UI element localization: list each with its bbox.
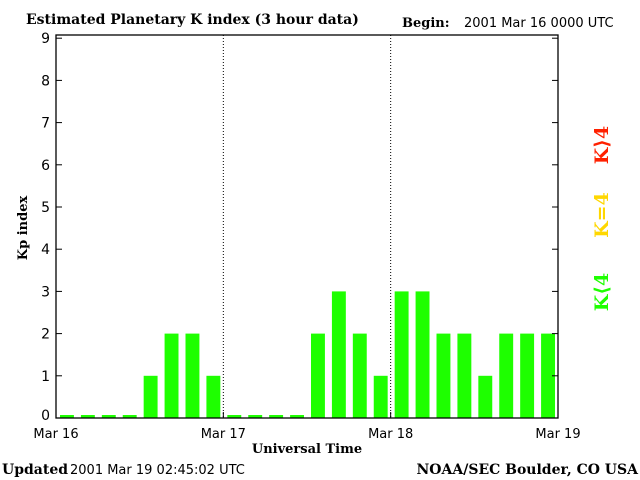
bar-18 (436, 333, 451, 418)
x-tick-label: Mar 16 (33, 427, 78, 442)
y-axis-label: Kp index (16, 196, 31, 261)
plot-frame (55, 34, 559, 419)
begin-value: 2001 Mar 16 0000 UTC (464, 16, 614, 31)
x-tick-label: Mar 19 (535, 427, 580, 442)
bar-22 (520, 333, 535, 418)
bar-1 (80, 415, 95, 418)
bar-10 (269, 415, 284, 418)
bar-9 (248, 415, 263, 418)
begin-label: Begin: (402, 16, 450, 31)
y-tick-label: 7 (41, 116, 50, 132)
bar-7 (206, 375, 221, 418)
x-tick-label: Mar 18 (368, 427, 413, 442)
bar-3 (122, 415, 137, 418)
y-tick-label: 9 (41, 31, 50, 47)
y-tick-label: 6 (41, 158, 50, 174)
bar-12 (311, 333, 325, 418)
bar-21 (499, 333, 514, 418)
y-tick-label: 3 (41, 284, 50, 300)
legend-low: K⟨4 (591, 273, 613, 311)
bar-4 (143, 375, 158, 418)
chart-title: Estimated Planetary K index (3 hour data… (26, 12, 359, 28)
y-tick-label: 2 (41, 327, 50, 343)
legend-high: K⟩4 (591, 126, 613, 164)
bar-20 (478, 375, 493, 418)
legend-equal: K=4 (591, 192, 613, 238)
y-tick-label: 1 (41, 369, 50, 385)
y-tick-label: 0 (41, 408, 50, 424)
x-tick-label: Mar 17 (201, 427, 246, 442)
footer-updated-label: Updated (2, 462, 68, 478)
bar-23 (541, 333, 555, 418)
y-tick-label: 8 (41, 73, 50, 89)
bar-17 (415, 291, 430, 418)
bar-13 (331, 291, 346, 418)
bar-16 (394, 291, 409, 418)
bar-0 (60, 415, 74, 418)
bar-6 (185, 333, 200, 418)
bar-8 (227, 415, 242, 418)
bar-14 (352, 333, 367, 418)
footer-source: NOAA/SEC Boulder, CO USA (417, 462, 640, 478)
bar-15 (373, 375, 388, 418)
bar-19 (457, 333, 472, 418)
y-tick-label: 4 (41, 242, 50, 258)
footer-updated-value: 2001 Mar 19 02:45:02 UTC (70, 463, 245, 478)
bar-2 (101, 415, 116, 418)
x-axis-label: Universal Time (252, 442, 362, 457)
bar-5 (164, 333, 179, 418)
y-tick-label: 5 (41, 200, 50, 216)
bar-11 (290, 415, 304, 418)
